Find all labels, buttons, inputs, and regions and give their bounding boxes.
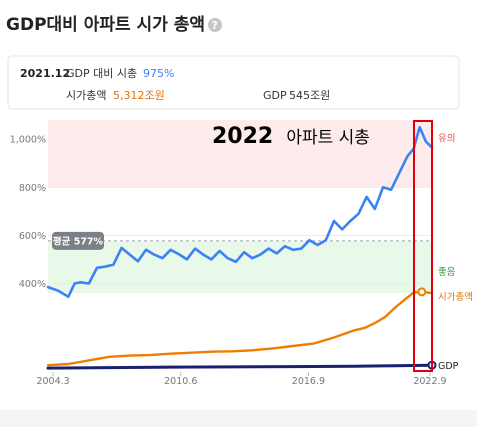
gdp-line-end-label: GDP xyxy=(438,361,459,372)
gdp-value: 545조원 xyxy=(289,89,330,102)
annotation: 2022 아파트 시총 xyxy=(212,124,370,149)
ratio-line xyxy=(46,125,434,298)
summary-date: 2021.12 xyxy=(20,67,70,80)
svg-text:2022 아파트 시총: 2022 아파트 시총 xyxy=(212,124,370,149)
marketcap-line xyxy=(46,290,434,367)
gdp-label: GDP xyxy=(263,89,287,102)
marketcap-value: 5,312조원 xyxy=(113,89,165,102)
y-tick-3: 1,000% xyxy=(10,135,46,146)
x-tick-1: 2010.6 xyxy=(164,376,197,387)
footer-strip xyxy=(0,410,477,427)
summary-card: 2021.12 GDP 대비 시총 975% 시가총액 5,312조원 GDP … xyxy=(7,55,460,110)
help-icon[interactable]: ? xyxy=(208,18,222,32)
range-bands xyxy=(48,120,432,294)
ratio-label: GDP 대비 시총 xyxy=(66,67,137,80)
svg-text:?: ? xyxy=(212,19,218,32)
band-1 xyxy=(48,240,432,294)
y-tick-1: 600% xyxy=(19,231,46,242)
gdp-line xyxy=(46,363,434,370)
y-axis: 400% 600% 800% 1,000% xyxy=(10,135,46,290)
average-badge xyxy=(52,231,104,250)
annotation-text: 아파트 시총 xyxy=(286,128,370,148)
x-tick-0: 2004.3 xyxy=(36,376,69,387)
highlight-box xyxy=(413,120,433,372)
y-gridlines xyxy=(48,138,432,284)
average-line: 평균 577% xyxy=(48,231,432,250)
y-tick-2: 800% xyxy=(19,183,46,194)
series-lines xyxy=(46,125,437,370)
y-tick-0: 400% xyxy=(19,279,46,290)
annotation-year: 2022 xyxy=(212,124,273,149)
band-label-0: 유의 xyxy=(438,134,455,145)
average-label: 평균 577% xyxy=(53,235,104,247)
marketcap-label: 시가총액 xyxy=(66,89,106,102)
marketcap-line-marker xyxy=(417,287,427,297)
band-0 xyxy=(48,120,432,188)
marketcap-line-end-label: 시가총액 xyxy=(438,291,473,303)
x-tick-3: 2022.9 xyxy=(413,376,446,387)
x-axis: 2004.3 2010.6 2016.9 2022.9 xyxy=(36,372,447,387)
band-label-1: 좋음 xyxy=(438,267,456,278)
page-title: GDP대비 아파트 시가 총액 xyxy=(6,15,205,35)
x-tick-2: 2016.9 xyxy=(292,376,325,387)
ratio-value: 975% xyxy=(143,67,174,80)
